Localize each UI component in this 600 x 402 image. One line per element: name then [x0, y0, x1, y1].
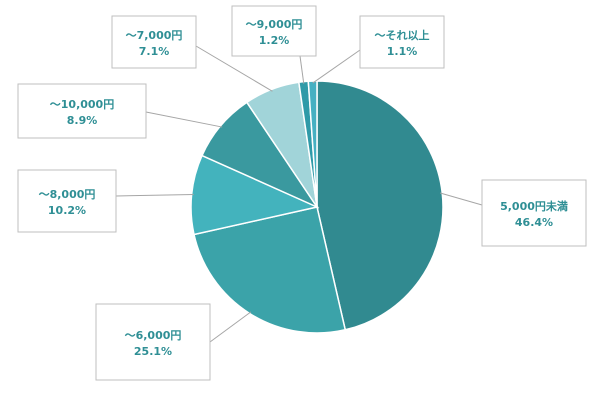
- slice-label: 〜9,000円: [246, 18, 303, 31]
- slice-label: 〜10,000円: [50, 98, 114, 111]
- leader-line: [209, 311, 252, 343]
- callout-box: [481, 179, 587, 247]
- slice-label: 5,000円未満: [500, 199, 568, 213]
- leader-line: [115, 194, 194, 197]
- slice-value-label: 10.2%: [48, 204, 86, 217]
- slice-value-label: 8.9%: [67, 114, 98, 127]
- leader-line: [145, 111, 223, 128]
- slice-value-label: 1.2%: [259, 34, 290, 47]
- leader-line: [440, 192, 483, 206]
- callout-box: [359, 15, 445, 69]
- leader-line: [299, 55, 305, 84]
- slice-label: 〜6,000円: [125, 329, 182, 342]
- callout-box: [231, 5, 317, 57]
- slice-label: 〜8,000円: [39, 188, 96, 201]
- slice-label: 〜7,000円: [126, 29, 183, 42]
- callout-box: [17, 83, 147, 139]
- pie-slices: [190, 80, 444, 334]
- leader-line: [312, 49, 361, 84]
- callout-box: [17, 169, 117, 233]
- pie-slice: [193, 206, 347, 334]
- callout-box: [111, 15, 197, 69]
- leader-line: [195, 45, 273, 92]
- slice-labels: 5,000円未満 46.4% 〜6,000円 25.1% 〜8,000円 10.2% 〜10…: [17, 5, 587, 381]
- leader-lines: [115, 45, 483, 343]
- slice-value-label: 7.1%: [139, 45, 170, 58]
- slice-value-label: 25.1%: [134, 345, 172, 358]
- pie-slice: [316, 80, 444, 331]
- slice-value-label: 46.4%: [515, 216, 553, 229]
- slice-label: 〜それ以上: [375, 28, 430, 42]
- slice-value-label: 1.1%: [387, 45, 418, 58]
- pie-slice: [307, 80, 318, 208]
- callout-box: [95, 303, 211, 381]
